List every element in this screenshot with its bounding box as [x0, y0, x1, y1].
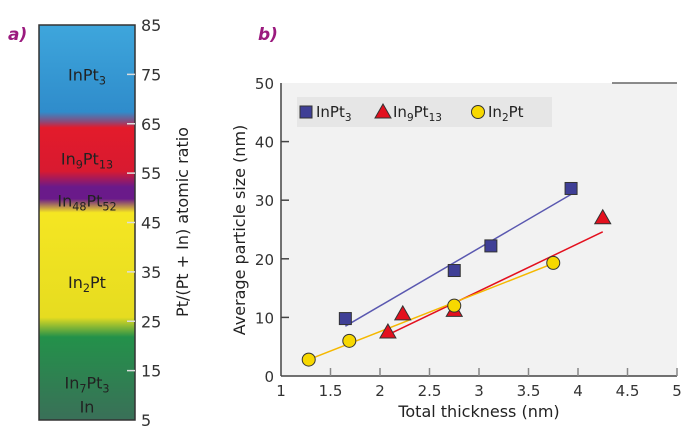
legend-marker-square: [299, 105, 313, 119]
data-point-triangle: [379, 323, 397, 339]
tick-label: 75: [141, 65, 161, 84]
formula-part: Pt: [86, 191, 102, 210]
legend: InPt3 In9Pt13 In2Pt: [297, 97, 552, 127]
data-point-circle: [546, 255, 561, 270]
formula-part: In: [57, 191, 72, 210]
data-point-square: [564, 181, 578, 195]
formula-part: In: [61, 149, 76, 168]
plot-area: [281, 83, 677, 376]
legend-label: In2Pt: [488, 103, 524, 124]
y-tick-label: 10: [255, 309, 274, 327]
subscript: 9: [76, 158, 83, 171]
subscript: 7: [79, 382, 86, 395]
formula-part: In: [393, 103, 407, 121]
axis-label-x: Total thickness (nm): [397, 402, 559, 421]
data-point-triangle: [593, 208, 612, 225]
subscript: 3: [102, 382, 109, 395]
subscript: 9: [407, 112, 414, 124]
x-tick-label: 5: [672, 382, 682, 400]
tick-label: 65: [141, 115, 161, 134]
legend-marker-circle: [471, 105, 485, 119]
panel-label-b: b): [258, 25, 278, 45]
tick-label: 15: [141, 362, 161, 381]
formula-part: Pt: [509, 103, 524, 121]
x-tick-label: 3.5: [517, 382, 541, 400]
tick-label: 35: [141, 263, 161, 282]
data-point-triangle: [393, 304, 412, 321]
x-tick-label: 1.5: [319, 382, 343, 400]
formula-part: InPt: [68, 65, 99, 84]
tick-label: 5: [141, 411, 151, 430]
x-tick-label: 4.5: [616, 382, 640, 400]
subscript: 52: [102, 200, 116, 213]
formula-part: Pt: [90, 273, 106, 292]
x-tick-label: 2: [375, 382, 385, 400]
formula-part: Pt: [86, 373, 102, 392]
band-label: In2Pt: [68, 273, 106, 295]
subscript: 3: [345, 112, 352, 124]
subscript: 48: [72, 200, 86, 213]
formula-part: In: [68, 273, 83, 292]
x-tick-label: 2.5: [418, 382, 442, 400]
data-point-circle: [301, 352, 316, 367]
x-tick-label: 3: [474, 382, 484, 400]
panel-a: a) 85 75 65 55 45 35 25 15 5 Pt/(Pt + In) atomic r…: [8, 16, 192, 430]
subscript: 3: [99, 74, 106, 87]
band-label-line2: In: [80, 397, 95, 416]
formula-part: In: [64, 373, 79, 392]
band-label: In9Pt13: [61, 149, 113, 171]
formula-part: Pt: [83, 149, 99, 168]
legend-marker-triangle: [374, 102, 392, 119]
subscript: 13: [99, 158, 113, 171]
legend-label: InPt3: [316, 103, 352, 124]
tick-label: 85: [141, 16, 161, 35]
band-label: In48Pt52: [57, 191, 116, 213]
data-point-square: [484, 239, 498, 253]
y-tick-label: 0: [264, 368, 274, 386]
legend-label: In9Pt13: [393, 103, 442, 124]
data-point-square: [447, 264, 461, 278]
y-tick-label: 20: [255, 251, 274, 269]
band-label: InPt3: [68, 65, 106, 87]
y-tick-label: 50: [255, 75, 274, 93]
subscript: 13: [429, 112, 442, 124]
tick-label: 55: [141, 164, 161, 183]
data-point-circle: [447, 298, 462, 313]
composition-bar: [38, 24, 136, 421]
panel-label-a: a): [8, 25, 27, 45]
subscript: 2: [83, 282, 90, 295]
axis-label-y: Average particle size (nm): [230, 125, 249, 336]
formula-part: InPt: [316, 103, 345, 121]
tick-label: 45: [141, 214, 161, 233]
fit-line-square: [344, 193, 572, 327]
tick-label: 25: [141, 312, 161, 331]
x-tick-label: 4: [573, 382, 583, 400]
data-point-square: [338, 312, 352, 326]
band-label: In7Pt3: [64, 373, 109, 395]
legend-box: [297, 97, 552, 127]
subscript: 2: [502, 112, 509, 124]
fit-line-triangle: [389, 231, 604, 335]
axis-label-y: Pt/(Pt + In) atomic ratio: [173, 127, 192, 317]
x-tick-label: 1: [276, 382, 286, 400]
formula-part: In: [488, 103, 502, 121]
y-tick-label: 40: [255, 134, 274, 152]
formula-part: Pt: [414, 103, 429, 121]
y-tick-label: 30: [255, 192, 274, 210]
data-point-circle: [342, 333, 357, 348]
